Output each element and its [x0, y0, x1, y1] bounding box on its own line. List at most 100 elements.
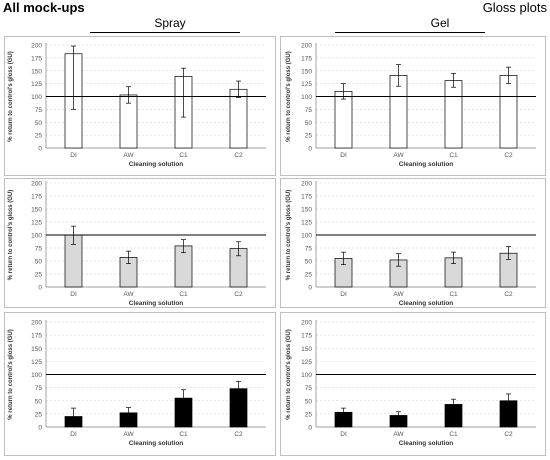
- spray-white-ytick-label: 175: [31, 55, 42, 62]
- spray-white-ytick-label: 0: [38, 146, 42, 153]
- gel-black-x-axis-label: Cleaning solution: [399, 440, 454, 447]
- gel-black-ytick-label: 50: [305, 398, 313, 405]
- gel-black-ytick-label: 150: [301, 346, 312, 353]
- gel-white-bar-c1: [444, 80, 463, 149]
- gel-white-xtick-label: C1: [449, 152, 458, 159]
- spray-grey-ytick-label: 200: [31, 181, 42, 188]
- spray-black-xtick-label: AW: [123, 431, 134, 438]
- spray-black-ytick-label: 50: [35, 398, 43, 405]
- spray-black-ytick-label: 200: [31, 320, 42, 327]
- gel-grey-xtick-label: C2: [504, 291, 513, 298]
- spray-grey-ytick-label: 25: [35, 272, 43, 279]
- panel-frame-gel-grey: [280, 178, 546, 308]
- panel-frame-gel-white: [280, 36, 546, 176]
- gel-grey-xtick-label: AW: [393, 291, 404, 298]
- spray-white-xtick-label: C2: [234, 152, 243, 159]
- gel-white-ytick-label: 75: [305, 107, 313, 114]
- panel-frame-spray-black: [4, 312, 276, 456]
- spray-white-xtick-label: AW: [123, 152, 134, 159]
- spray-grey-y-axis-label: % return to control's gloss (GU): [8, 190, 14, 280]
- spray-black-ytick-label: 25: [35, 411, 43, 418]
- spray-white-ytick-label: 75: [35, 107, 43, 114]
- spray-black-ytick-label: 150: [31, 346, 42, 353]
- spray-white-ytick-label: 100: [31, 94, 42, 101]
- gel-black-ytick-label: 75: [305, 385, 313, 392]
- panel-frame-spray-grey: [4, 178, 276, 308]
- spray-white-bar-c2: [229, 88, 248, 149]
- spray-black-xtick-label: DI: [70, 431, 77, 438]
- gel-white-xtick-label: C2: [504, 152, 513, 159]
- gel-black-ytick-label: 0: [308, 425, 312, 432]
- spray-white-y-axis-label: % return to control's gloss (GU): [8, 51, 14, 141]
- spray-white-ytick-label: 50: [35, 120, 43, 127]
- gel-white-ytick-label: 100: [301, 94, 312, 101]
- spray-grey-xtick-label: DI: [70, 291, 77, 298]
- gel-grey-ytick-label: 125: [301, 220, 312, 227]
- gel-grey-y-axis-label: % return to control's gloss (GU): [286, 190, 292, 280]
- gel-black-xtick-label: C2: [504, 431, 513, 438]
- spray-grey-ytick-label: 75: [35, 246, 43, 253]
- spray-black-xtick-label: C1: [179, 431, 188, 438]
- column-title-spray: Spray: [154, 16, 186, 30]
- gel-grey-ytick-label: 200: [301, 181, 312, 188]
- spray-white-ytick-label: 150: [31, 68, 42, 75]
- gel-white-bar-c2: [499, 75, 518, 149]
- gel-grey-ytick-label: 75: [305, 246, 313, 253]
- column-rule-gel: [335, 32, 485, 33]
- gel-grey-ytick-label: 175: [301, 194, 312, 201]
- column-rule-spray: [90, 32, 240, 33]
- figure-title: All mock-ups: [3, 0, 85, 15]
- spray-black-ytick-label: 175: [31, 333, 42, 340]
- spray-white-xtick-label: C1: [179, 152, 188, 159]
- gel-black-ytick-label: 100: [301, 372, 312, 379]
- gel-white-ytick-label: 125: [301, 81, 312, 88]
- gel-white-ytick-label: 50: [305, 120, 313, 127]
- gel-black-ytick-label: 200: [301, 320, 312, 327]
- spray-grey-ytick-label: 0: [38, 285, 42, 292]
- spray-grey-xtick-label: AW: [123, 291, 134, 298]
- gel-grey-ytick-label: 50: [305, 259, 313, 266]
- column-title-gel: Gel: [430, 16, 450, 30]
- gel-black-y-axis-label: % return to control's gloss (GU): [286, 329, 292, 419]
- gel-grey-ytick-label: 150: [301, 207, 312, 214]
- gel-grey-x-axis-label: Cleaning solution: [399, 300, 454, 307]
- spray-grey-xtick-label: C1: [179, 291, 188, 298]
- figure-subtitle: Gloss plots: [482, 0, 547, 15]
- gel-black-ytick-label: 175: [301, 333, 312, 340]
- spray-black-ytick-label: 0: [38, 425, 42, 432]
- gel-white-ytick-label: 0: [308, 146, 312, 153]
- panel-frame-gel-black: [280, 312, 546, 456]
- spray-grey-ytick-label: 150: [31, 207, 42, 214]
- gel-white-y-axis-label: % return to control's gloss (GU): [286, 51, 292, 141]
- gel-white-xtick-label: AW: [393, 152, 404, 159]
- spray-white-ytick-label: 125: [31, 81, 42, 88]
- spray-white-ytick-label: 25: [35, 133, 43, 140]
- spray-white-xtick-label: DI: [70, 152, 77, 159]
- spray-grey-ytick-label: 175: [31, 194, 42, 201]
- spray-white-ytick-label: 200: [31, 43, 42, 50]
- gel-white-bar-di: [334, 90, 353, 149]
- panel-frame-spray-white: [4, 36, 276, 176]
- gel-white-ytick-label: 175: [301, 55, 312, 62]
- gel-grey-ytick-label: 100: [301, 233, 312, 240]
- spray-black-ytick-label: 125: [31, 359, 42, 366]
- gel-grey-ytick-label: 25: [305, 272, 313, 279]
- gel-white-ytick-label: 25: [305, 133, 313, 140]
- gel-black-xtick-label: DI: [340, 431, 347, 438]
- gel-grey-xtick-label: C1: [449, 291, 458, 298]
- spray-black-ytick-label: 75: [35, 385, 43, 392]
- spray-grey-xtick-label: C2: [234, 291, 243, 298]
- gel-white-x-axis-label: Cleaning solution: [399, 161, 454, 168]
- gel-white-ytick-label: 200: [301, 43, 312, 50]
- gel-grey-ytick-label: 0: [308, 285, 312, 292]
- gel-black-xtick-label: AW: [393, 431, 404, 438]
- spray-black-ytick-label: 100: [31, 372, 42, 379]
- spray-grey-ytick-label: 125: [31, 220, 42, 227]
- gel-black-xtick-label: C1: [449, 431, 458, 438]
- spray-black-xtick-label: C2: [234, 431, 243, 438]
- gel-grey-xtick-label: DI: [340, 291, 347, 298]
- spray-black-x-axis-label: Cleaning solution: [129, 440, 184, 447]
- spray-black-y-axis-label: % return to control's gloss (GU): [8, 329, 14, 419]
- gel-white-ytick-label: 150: [301, 68, 312, 75]
